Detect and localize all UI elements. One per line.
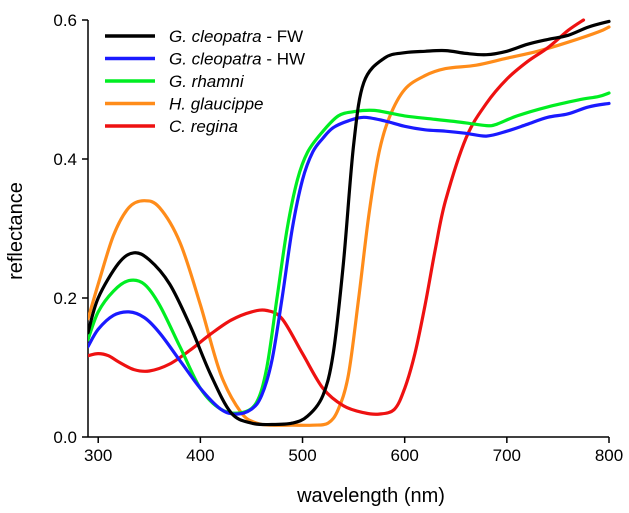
x-axis-title: wavelength (nm) [296, 485, 445, 507]
legend-label: G. cleopatra - HW [169, 50, 305, 69]
axes: 300 400 500 600 700 800 0.0 0.2 0.4 0.6 [53, 11, 623, 465]
legend-label: H. glaucippe [169, 95, 264, 114]
legend-label-italic: C. regina [169, 117, 238, 136]
legend-label: G. rhamni [169, 72, 245, 91]
legend-label-italic: G. cleopatra [169, 27, 262, 46]
legend-label-italic: G. cleopatra [169, 50, 262, 69]
series-line-1 [88, 101, 611, 416]
x-tick-label: 500 [288, 446, 316, 465]
x-tick-label: 400 [186, 446, 214, 465]
series-layer [88, 18, 611, 427]
series-line-0 [88, 19, 611, 427]
x-tick-label: 300 [84, 446, 112, 465]
legend-label-suffix: - FW [262, 27, 304, 46]
series-line-4 [88, 18, 586, 416]
legend-label-italic: G. rhamni [169, 72, 245, 91]
series-line-2 [88, 91, 611, 415]
x-tick-label: 800 [595, 446, 623, 465]
legend-label-suffix: - HW [262, 50, 305, 69]
y-tick-label: 0.2 [53, 289, 77, 308]
x-tick-label: 600 [390, 446, 418, 465]
y-tick-label: 0.6 [53, 11, 77, 30]
x-tick-label: 700 [493, 446, 521, 465]
legend: G. cleopatra - FWG. cleopatra - HWG. rha… [105, 27, 305, 136]
series-line-3 [88, 25, 611, 427]
y-tick-label: 0.0 [53, 428, 77, 447]
y-tick-label: 0.4 [53, 150, 77, 169]
legend-label-italic: H. glaucippe [169, 95, 264, 114]
legend-label: G. cleopatra - FW [169, 27, 303, 46]
legend-label: C. regina [169, 117, 238, 136]
y-axis-title: reflectance [5, 182, 27, 280]
